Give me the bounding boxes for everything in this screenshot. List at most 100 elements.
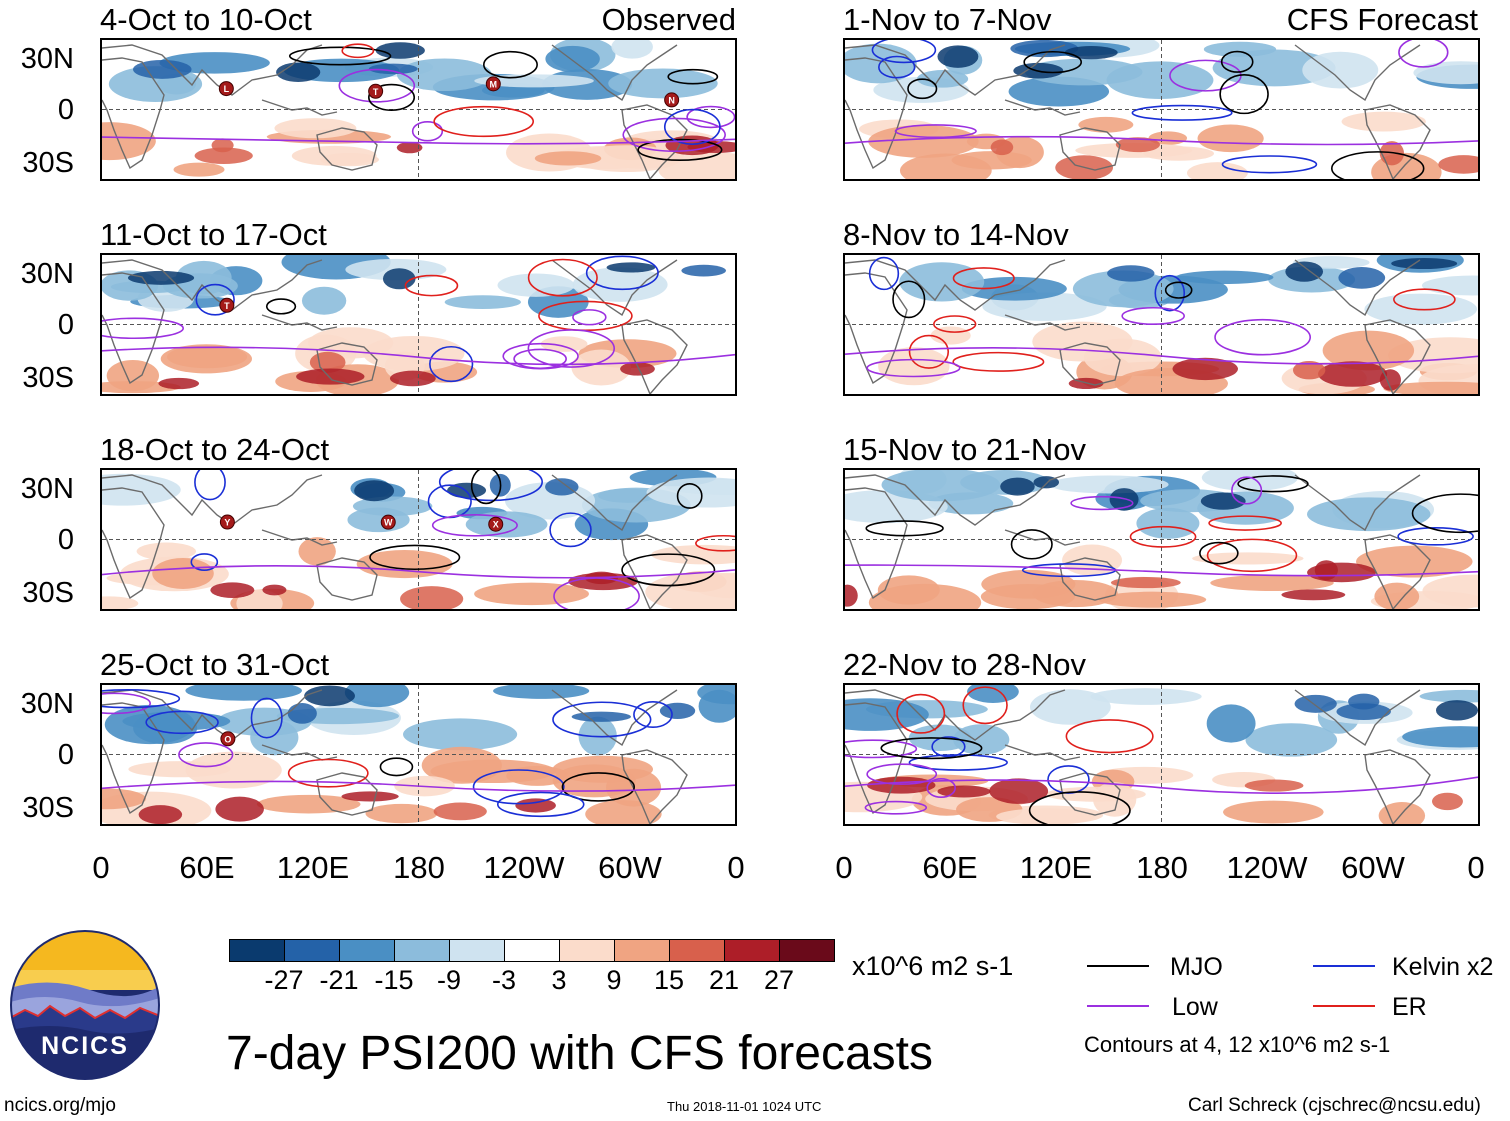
lon-label-60e: 60E [179,850,235,885]
lon-label-0-east: 0 [727,850,745,885]
negative-anomaly-core [1336,703,1391,720]
footer-url[interactable]: ncics.org/mjo [4,1095,116,1116]
low-contour [866,763,938,785]
er-contour [1208,515,1282,531]
positive-anomaly-blob [552,764,636,798]
er-contour [1393,288,1456,311]
negative-anomaly-blob [250,719,299,756]
positive-anomaly-blob [1093,782,1137,817]
legend-kelvin-label: Kelvin x2 [1392,953,1494,981]
positive-anomaly-core [1318,361,1388,387]
coastline [102,57,165,170]
er-contour [404,274,459,297]
coastline [1364,104,1431,179]
mjo-contour [1164,281,1193,299]
map-field [845,470,1478,609]
legend-low-line [1087,1005,1149,1007]
legend-mjo-line [1087,965,1149,967]
positive-anomaly-core [1172,357,1238,381]
mjo-contour [1220,50,1254,73]
colorbar-swatch [339,939,395,962]
positive-anomaly-blob [1143,146,1215,161]
positive-anomaly-core [568,572,638,591]
negative-anomaly-blob [1402,726,1478,748]
low-contour [845,135,1478,146]
positive-anomaly-blob [167,345,248,369]
negative-anomaly-core [133,59,192,79]
page-title: 7-day PSI200 with CFS forecasts [226,1027,933,1080]
map-panel-forecast-2 [843,253,1480,396]
er-contour [1206,538,1298,573]
positive-anomaly-blob [996,808,1095,824]
kelvin-contour [1397,527,1474,546]
map-field: O [102,685,735,824]
low-contour [926,777,956,799]
storm-marker: L [218,81,234,97]
colorbar-swatch [669,939,725,962]
lon-label-120w: 120W [483,850,565,885]
positive-anomaly-blob [102,122,156,161]
positive-anomaly-core [138,805,183,824]
positive-anomaly-core [210,582,255,598]
colorbar-swatch [779,939,835,962]
lat-label-0: 0 [57,739,74,771]
panel-title-observed-1: 4-Oct to 10-Oct [100,2,312,37]
coastline [1364,749,1431,824]
positive-anomaly-core [1115,137,1160,153]
mjo-contour [865,520,944,537]
kelvin-contour [496,791,585,818]
positive-anomaly-core [845,584,858,607]
colorbar-swatch [504,939,560,962]
mjo-contour [288,46,392,66]
positive-anomaly-blob [474,582,590,606]
coastline [551,259,678,317]
footer-author: Carl Schreck (cjschrec@ncsu.edu) [1188,1095,1481,1116]
positive-anomaly-blob [274,118,357,139]
positive-anomaly-core [211,138,234,153]
low-contour [845,776,1478,794]
positive-anomaly-blob [1186,162,1248,179]
coastline [845,44,1066,96]
negative-anomaly-blob [1072,270,1174,308]
mjo-contour [1199,541,1239,565]
lat-label-30n: 30N [20,43,74,75]
mjo-contour [369,544,461,571]
mjo-contour [368,83,416,112]
positive-anomaly-core [194,147,253,165]
low-contour [431,514,518,537]
svg-text:L: L [224,84,230,94]
storm-marker: Y [219,514,235,530]
positive-anomaly-core [867,776,936,794]
storm-marker: T [368,83,384,99]
positive-anomaly-blob [128,761,231,778]
low-contour [1070,495,1134,511]
negative-anomaly-blob [845,698,929,731]
negative-anomaly-core [937,45,979,68]
coastline [1294,44,1421,102]
mjo-contour [892,280,926,319]
positive-anomaly-core [1432,792,1463,811]
positive-anomaly-core [620,362,655,376]
negative-anomaly-blob [1212,49,1336,87]
kelvin-contour [195,283,235,316]
lon-label-0-east: 0 [1467,850,1485,885]
colorbar-swatch [394,939,450,962]
er-contour [695,534,735,552]
negative-anomaly-core [368,63,418,75]
low-contour [845,564,1478,577]
legend-mjo-label: MJO [1170,953,1223,981]
coastline [845,474,1066,526]
positive-anomaly-blob [152,557,214,589]
coastline [316,342,378,386]
negative-anomaly-blob [1306,497,1431,532]
positive-anomaly-blob [1062,544,1123,576]
panel-title-observed-2: 11-Oct to 17-Oct [100,217,327,252]
negative-anomaly-blob [497,273,575,297]
kelvin-contour [102,689,181,709]
coastline [102,487,165,600]
negative-anomaly-core [1000,477,1035,496]
er-contour [896,693,946,734]
colorbar-tick-label: 27 [763,965,795,995]
low-contour [1398,40,1449,68]
